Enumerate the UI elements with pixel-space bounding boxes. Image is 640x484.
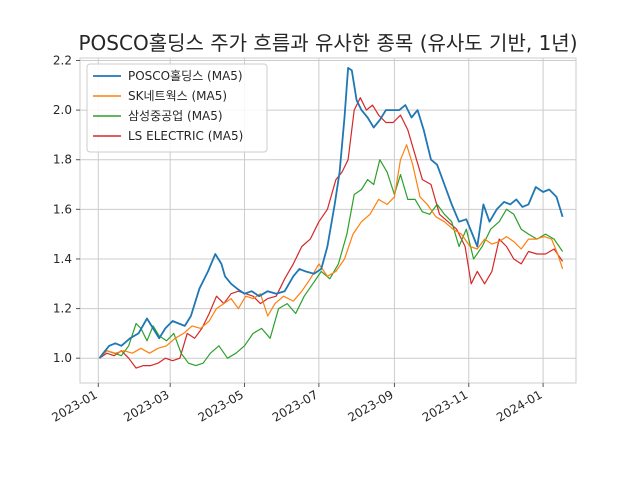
legend-label: LS ELECTRIC (MA5) (128, 129, 243, 143)
plot-frame (79, 57, 577, 384)
x-tick-label: 2023-05 (196, 387, 246, 424)
x-axis-ticks: 2023-01 2023-03 2023-05 2023-07 2023-09 2023-… (49, 383, 545, 425)
legend-label: 삼성중공업 (MA5) (128, 109, 223, 123)
x-tick-label: 2023-09 (345, 387, 395, 424)
series-line-2 (99, 144, 564, 359)
y-axis-ticks: 1.0 1.2 1.4 1.6 1.8 2.0 2.2 (53, 53, 80, 365)
y-tick-label: 1.0 (53, 351, 72, 365)
x-tick-label: 2023-01 (49, 387, 99, 424)
y-tick-label: 2.0 (53, 103, 72, 117)
grid (80, 58, 576, 383)
series-lines (98, 67, 564, 369)
legend-box (86, 63, 268, 153)
y-tick-label: 1.2 (53, 302, 72, 316)
x-tick-label: 2023-07 (270, 387, 320, 424)
y-tick-label: 1.6 (53, 202, 72, 216)
x-tick-label: 2024-01 (494, 387, 544, 424)
legend: POSCO홀딩스 (MA5) SK네트웍스 (MA5) 삼성중공업 (MA5) LS … (86, 63, 268, 153)
series-line-4 (99, 97, 564, 369)
legend-label: POSCO홀딩스 (MA5) (128, 69, 243, 83)
legend-label: SK네트웍스 (MA5) (128, 89, 227, 103)
y-tick-label: 1.4 (53, 252, 72, 266)
chart-title: POSCO홀딩스 주가 흐름과 유사한 종목 (유사도 기반, 1년) (79, 31, 578, 55)
series-line-3 (99, 159, 564, 367)
x-tick-label: 2023-11 (420, 387, 470, 424)
series-line-1 (98, 67, 564, 359)
x-tick-label: 2023-03 (121, 387, 171, 424)
y-tick-label: 2.2 (53, 53, 72, 67)
y-tick-label: 1.8 (53, 153, 72, 167)
